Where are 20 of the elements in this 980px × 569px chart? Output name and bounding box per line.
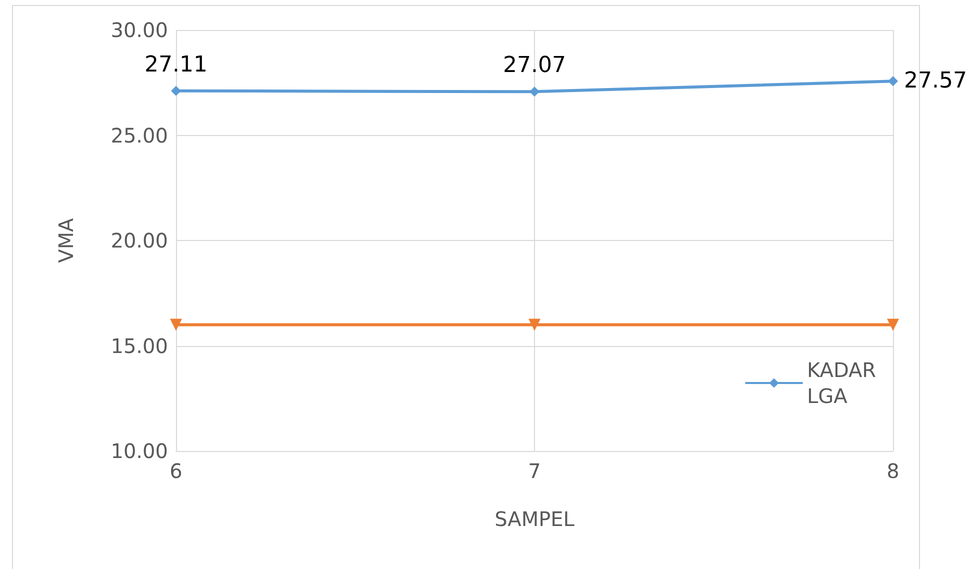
point xyxy=(171,86,181,96)
x-tick-label: 7 xyxy=(528,459,541,483)
data-label: 27.11 xyxy=(144,52,208,78)
x-axis-title: SAMPEL xyxy=(494,507,576,531)
data-label: 27.07 xyxy=(503,53,566,78)
y-tick-label: 30.00 xyxy=(110,18,168,42)
legend-label: KADAR LGA xyxy=(807,358,876,408)
point xyxy=(170,318,182,331)
y-tick-label: 15.00 xyxy=(110,334,168,358)
y-tick-label: 25.00 xyxy=(110,123,168,148)
point xyxy=(530,86,540,97)
y-axis-title: VMA xyxy=(54,218,78,263)
x-tick-label: 6 xyxy=(170,459,182,483)
x-tick-label: 8 xyxy=(886,459,900,483)
data-label: 27.57 xyxy=(904,68,967,94)
y-tick-label: 20.00 xyxy=(110,228,168,252)
point xyxy=(528,318,540,331)
y-tick-label: 10.00 xyxy=(110,439,168,463)
point xyxy=(888,76,898,86)
point xyxy=(887,318,899,331)
